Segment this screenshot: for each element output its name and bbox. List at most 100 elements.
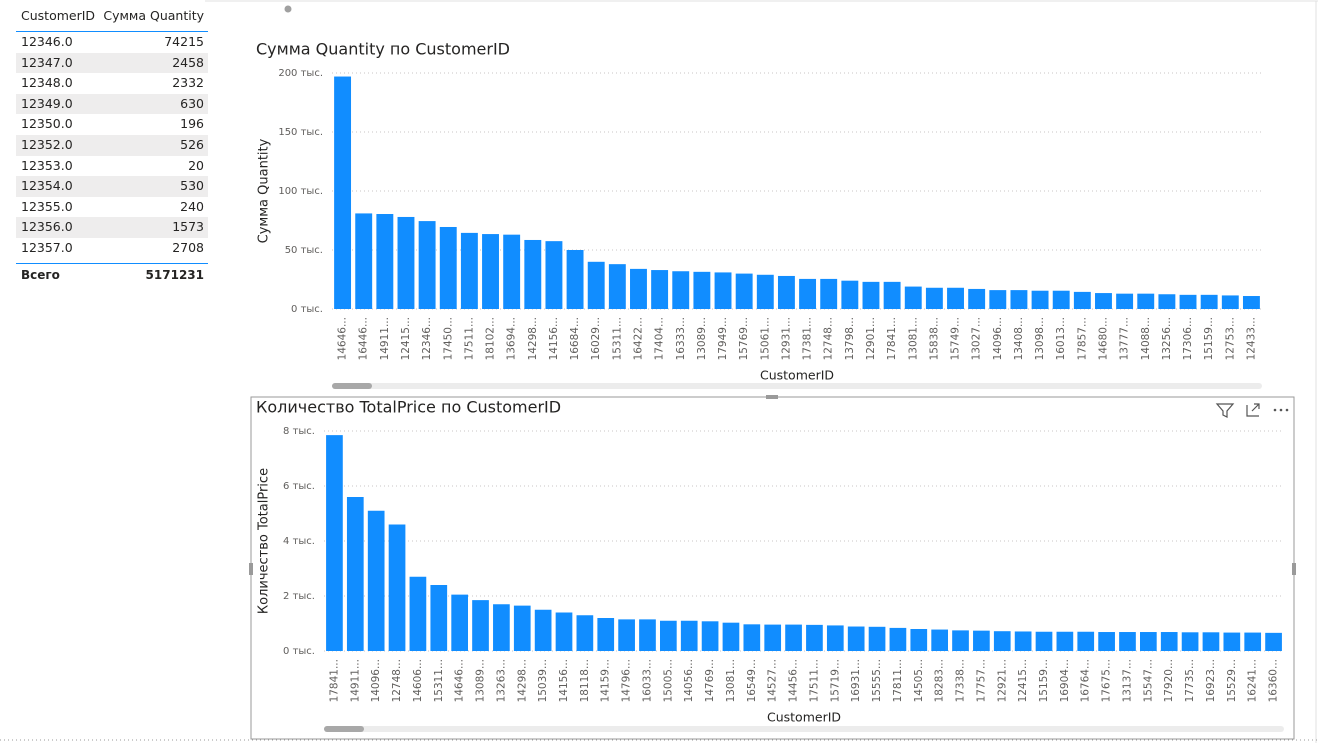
x-tick-label: 15311... — [433, 659, 445, 702]
x-tick-label: 16333... — [675, 317, 687, 360]
bar — [1179, 294, 1197, 309]
x-tick-label: 14796... — [621, 659, 633, 702]
y-tick-label: 0 тыс. — [291, 304, 323, 315]
table-cell: 2458 — [172, 54, 204, 70]
bar — [904, 286, 922, 309]
bar — [847, 626, 865, 651]
bar — [388, 524, 406, 651]
bar — [608, 264, 626, 309]
total-cell: 5171231 — [145, 267, 204, 282]
x-tick-label: 15529... — [1226, 659, 1238, 702]
table-row: 12349.0 630 — [16, 93, 208, 115]
focus-mode-icon[interactable] — [1246, 403, 1260, 417]
x-tick-label: 13694... — [506, 317, 518, 360]
x-tick-label: 17450... — [442, 317, 454, 360]
bar — [1073, 291, 1091, 309]
bar — [639, 619, 656, 651]
filter-icon[interactable] — [1215, 403, 1235, 418]
bar — [1077, 631, 1095, 651]
x-tick-label: 16923... — [1205, 659, 1217, 702]
x-tick-label: 14911... — [349, 659, 361, 702]
x-tick-label: 13263... — [495, 659, 507, 702]
bar — [418, 221, 436, 309]
bar — [785, 624, 802, 651]
x-tick-label: 16013... — [1055, 317, 1067, 360]
x-tick-label: 14298... — [527, 317, 539, 360]
x-tick-label: 15769... — [738, 317, 750, 360]
x-tick-label: 16422... — [632, 317, 644, 360]
bar — [1137, 293, 1155, 309]
bar — [1140, 632, 1157, 651]
column-header: Сумма Quantity — [103, 8, 204, 23]
x-tick-label: 13798... — [844, 317, 856, 360]
x-tick-label: 15547... — [1142, 659, 1154, 702]
bar — [1010, 290, 1028, 309]
x-tick-label: 12753... — [1224, 317, 1236, 360]
bar — [555, 612, 573, 651]
bar — [376, 214, 394, 309]
bar — [1223, 632, 1241, 651]
table-row: 12353.0 20 — [16, 156, 208, 177]
x-tick-label: 15005... — [662, 659, 674, 702]
chart-title: Сумма Quantity по CustomerID — [256, 40, 510, 59]
table-row: 12350.0 196 — [16, 114, 208, 135]
x-tick-label: 17735... — [1184, 659, 1196, 702]
table-cell: 2332 — [172, 75, 204, 91]
x-tick-label: 18283... — [934, 659, 946, 702]
table-row: 12357.0 2708 — [16, 238, 208, 259]
table-cell: 12349.0 — [21, 95, 73, 111]
x-axis-label: CustomerID — [767, 710, 841, 725]
x-tick-label: 15159... — [1038, 659, 1050, 702]
x-tick-label: 14646... — [337, 317, 349, 360]
x-tick-label: 12748... — [391, 659, 403, 702]
y-tick-label: 150 тыс. — [278, 127, 323, 138]
x-tick-label: 13137... — [1121, 659, 1133, 702]
x-tick-label: 14911... — [379, 317, 391, 360]
x-tick-label: 12415... — [1017, 659, 1029, 702]
table-cell: 2708 — [172, 239, 204, 255]
x-tick-label: 13089... — [475, 659, 487, 702]
x-tick-label: 16931... — [850, 659, 862, 702]
table-cell: 12347.0 — [21, 54, 73, 70]
bar — [743, 624, 761, 651]
bar — [1095, 293, 1112, 309]
table-row: 12347.0 2458 — [16, 52, 208, 74]
bar — [764, 624, 782, 651]
bar — [503, 234, 521, 309]
bar — [1031, 290, 1049, 309]
x-tick-label: 15719... — [829, 659, 841, 702]
bar — [334, 76, 352, 309]
bar — [701, 621, 719, 651]
table-header: CustomerID Сумма Quantity — [16, 5, 208, 32]
x-tick-label: 17811... — [892, 659, 904, 702]
x-tick-label: 14456... — [788, 659, 800, 702]
scrollbar-thumb[interactable] — [324, 726, 364, 732]
bar — [714, 272, 732, 309]
bar — [889, 627, 907, 651]
scrollbar-thumb[interactable] — [332, 383, 372, 389]
resize-handle[interactable] — [766, 395, 778, 399]
x-tick-label: 14156... — [558, 659, 570, 702]
table-cell: 1573 — [172, 219, 204, 235]
x-tick-label: 17675... — [1101, 659, 1113, 702]
y-tick-label: 2 тыс. — [283, 591, 315, 602]
y-axis-label: Сумма Quantity — [257, 138, 272, 243]
x-tick-label: 12921... — [996, 659, 1008, 702]
resize-handle[interactable] — [249, 563, 253, 575]
x-tick-label: 12433... — [1245, 317, 1257, 360]
table-cell: 74215 — [164, 34, 204, 49]
resize-handle[interactable] — [1292, 563, 1296, 575]
bar — [1265, 632, 1282, 651]
bar — [618, 619, 635, 651]
table-cell: 12346.0 — [21, 34, 73, 49]
table-row: 12356.0 1573 — [16, 217, 208, 238]
more-options-icon[interactable] — [1273, 408, 1289, 412]
bar — [439, 226, 457, 309]
bar — [566, 250, 584, 309]
bar — [925, 287, 943, 309]
x-tick-label: 12415... — [400, 317, 412, 360]
bar — [430, 585, 448, 651]
table-cell: 12350.0 — [21, 116, 73, 132]
bar — [1119, 632, 1136, 651]
